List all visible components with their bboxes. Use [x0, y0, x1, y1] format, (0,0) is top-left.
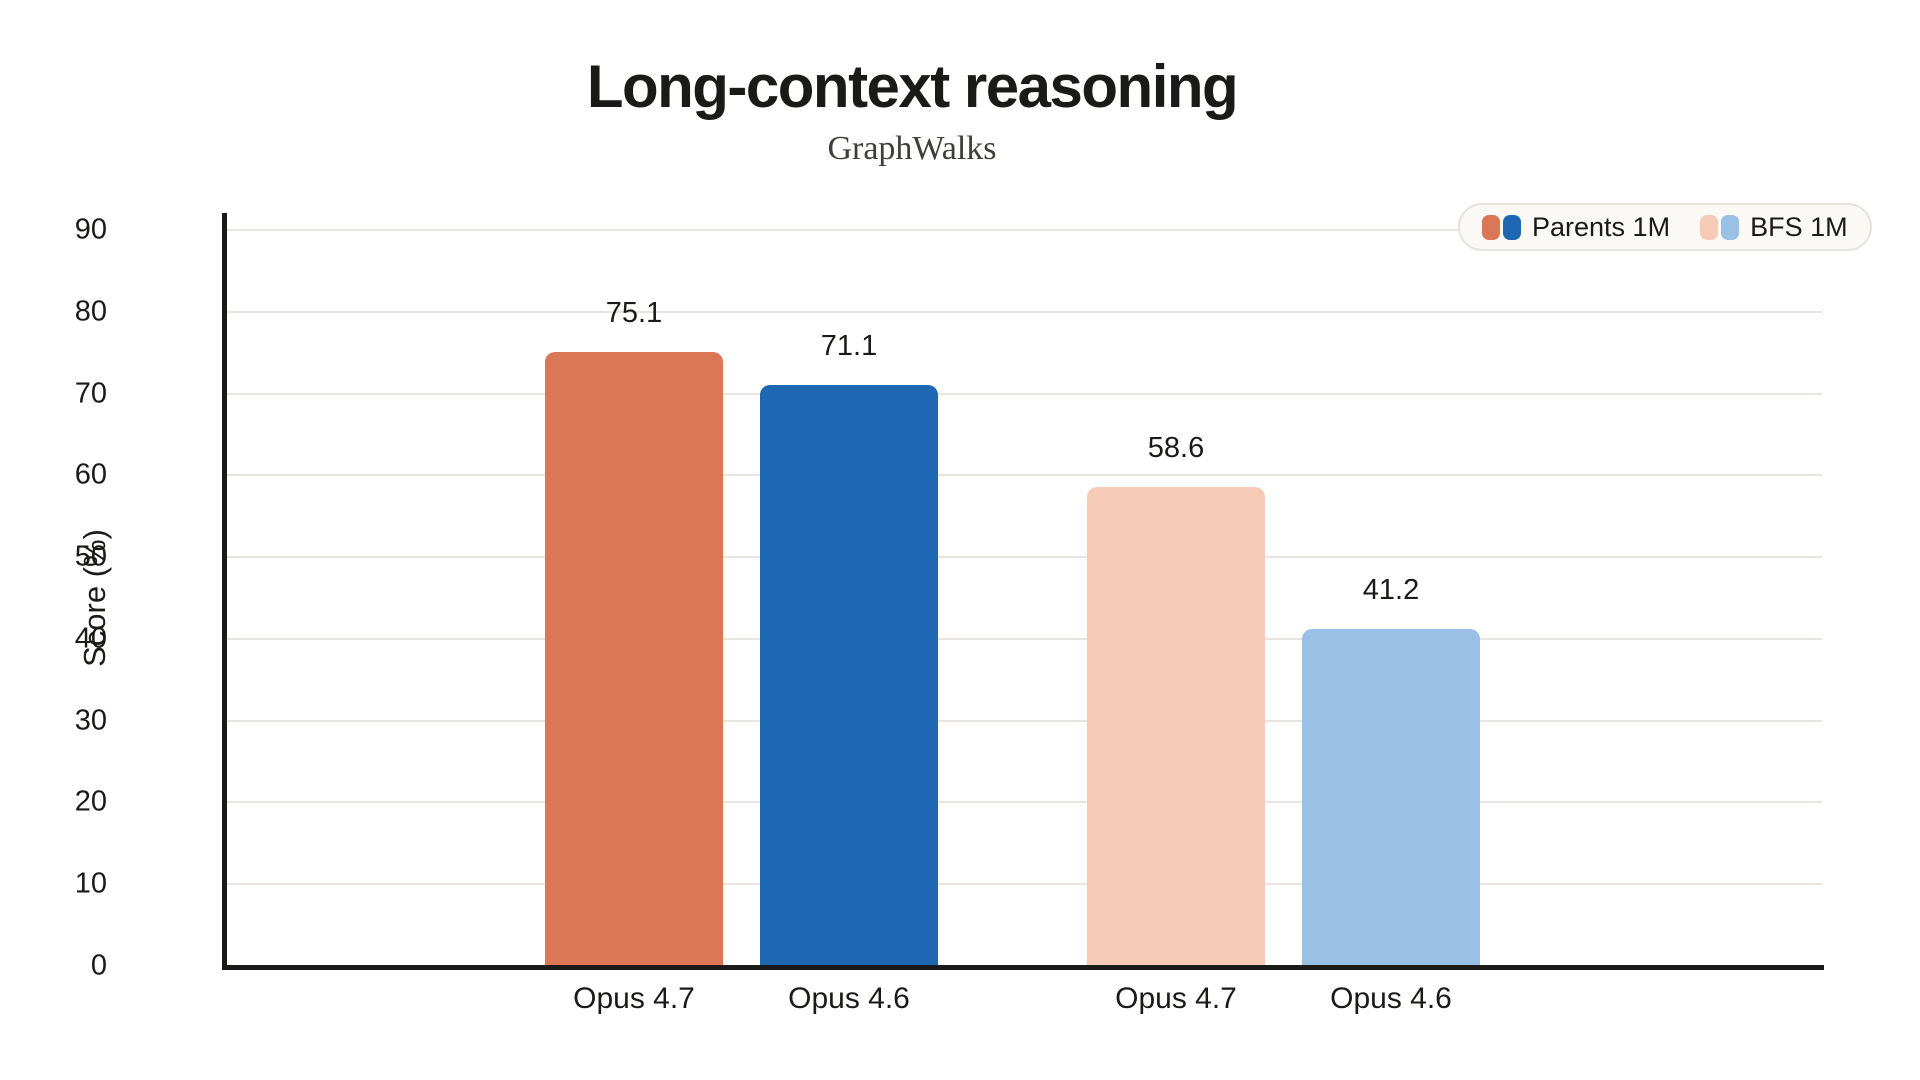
legend: Parents 1M BFS 1M — [1458, 203, 1872, 251]
gridline-90 — [227, 229, 1822, 231]
y-tick-label-50: 50 — [74, 540, 107, 573]
y-tick-label-80: 80 — [74, 295, 107, 328]
gridline-10 — [227, 883, 1822, 886]
y-tick-label-30: 30 — [74, 704, 107, 737]
y-axis-line — [222, 213, 227, 968]
bar-value-label: 41.2 — [1362, 574, 1420, 607]
y-tick-label-10: 10 — [74, 867, 107, 900]
y-tick-label-70: 70 — [74, 377, 107, 410]
legend-item-parents-1m: Parents 1M — [1482, 212, 1670, 243]
x-tick-label: Opus 4.7 — [1115, 982, 1237, 1015]
bar-opus-4.6-parents-1m — [760, 384, 938, 966]
gridline-50 — [227, 556, 1822, 559]
x-axis-line — [222, 965, 1824, 970]
gridline-60 — [227, 474, 1822, 477]
legend-label: Parents 1M — [1532, 211, 1671, 242]
gridline-80 — [227, 310, 1822, 313]
gridline-20 — [227, 801, 1822, 804]
bar-opus-4.7-parents-1m — [545, 351, 723, 966]
bar-opus-4.7-bfs-1m — [1087, 486, 1265, 966]
legend-swatch — [1482, 214, 1500, 240]
legend-swatch — [1721, 214, 1740, 240]
y-tick-label-60: 60 — [74, 458, 107, 491]
x-tick-label: Opus 4.7 — [573, 982, 695, 1015]
legend-label: BFS 1M — [1750, 211, 1848, 242]
gridline-40 — [227, 637, 1822, 640]
legend-item-bfs-1m: BFS 1M — [1700, 212, 1848, 243]
chart-subtitle: GraphWalks — [827, 130, 997, 167]
y-tick-label-20: 20 — [74, 785, 107, 818]
legend-swatch-pair — [1482, 214, 1521, 240]
gridline-70 — [227, 392, 1822, 395]
bar-value-label: 58.6 — [1147, 431, 1205, 464]
y-tick-label-40: 40 — [74, 622, 107, 655]
chart-title: Long-context reasoning — [586, 53, 1239, 120]
y-tick-label-90: 90 — [74, 213, 107, 246]
gridline-30 — [227, 719, 1822, 722]
bar-opus-4.6-bfs-1m — [1302, 629, 1480, 966]
legend-swatch-pair — [1700, 214, 1740, 240]
x-tick-label: Opus 4.6 — [1330, 982, 1452, 1015]
plot-area: 0 10 20 30 40 50 60 70 80 90 75.1 Opus 4.7 71.1 Opus … — [75, 213, 1824, 1015]
bar-value-label: 71.1 — [820, 329, 878, 362]
legend-swatch — [1503, 214, 1521, 240]
legend-swatch — [1700, 214, 1719, 240]
y-tick-label-0: 0 — [90, 949, 107, 982]
x-tick-label: Opus 4.6 — [788, 982, 910, 1015]
bar-value-label: 75.1 — [605, 296, 663, 329]
